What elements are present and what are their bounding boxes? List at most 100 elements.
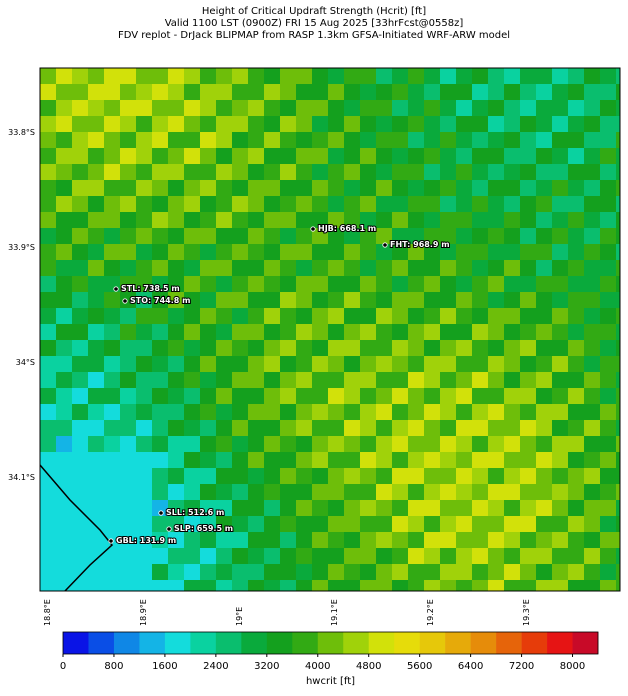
terrain-cell [344,308,360,324]
terrain-cell [376,468,392,484]
terrain-cell [264,276,280,292]
terrain-cell [136,164,152,180]
terrain-cell [328,308,344,324]
terrain-cell [584,68,600,84]
terrain-cell [344,276,360,292]
terrain-cell [392,436,408,452]
terrain-cell [296,148,312,164]
terrain-cell [248,532,264,548]
terrain-cell [56,420,72,436]
terrain-cell [392,132,408,148]
terrain-cell [424,372,440,388]
terrain-cell [248,420,264,436]
terrain-cell [312,436,328,452]
terrain-cell [360,468,376,484]
terrain-cell [136,436,152,452]
terrain-cell [104,164,120,180]
terrain-cell [328,292,344,308]
terrain-cell [488,308,504,324]
terrain-cell [328,532,344,548]
terrain-cell [56,308,72,324]
terrain-cell [488,260,504,276]
terrain-cell [120,196,136,212]
terrain-cell [40,260,56,276]
terrain-cell [232,308,248,324]
terrain-cell [104,500,120,516]
terrain-cell [248,388,264,404]
terrain-cell [72,180,88,196]
terrain-cell [232,196,248,212]
terrain-cell [296,436,312,452]
terrain-cell [488,580,504,591]
terrain-cell [264,244,280,260]
terrain-cell [216,100,232,116]
terrain-cell [136,132,152,148]
terrain-cell [312,292,328,308]
terrain-cell [424,148,440,164]
terrain-cell [136,532,152,548]
terrain-cell [376,260,392,276]
terrain-cell [616,308,620,324]
terrain-cell [504,452,520,468]
terrain-cell [424,340,440,356]
terrain-cell [504,164,520,180]
terrain-cell [104,244,120,260]
terrain-cell [248,580,264,591]
terrain-cell [488,68,504,84]
terrain-cell [424,324,440,340]
terrain-cell [232,532,248,548]
lon-label: 18.9°E [139,599,148,626]
terrain-cell [328,372,344,388]
terrain-cell [88,164,104,180]
terrain-cell [280,228,296,244]
terrain-cell [104,212,120,228]
terrain-cell [152,580,168,591]
terrain-cell [488,244,504,260]
terrain-cell [40,228,56,244]
terrain-cell [520,564,536,580]
terrain-cell [600,116,616,132]
terrain-cell [136,180,152,196]
terrain-cell [344,468,360,484]
terrain-cell [552,260,568,276]
terrain-cell [344,324,360,340]
terrain-cell [296,116,312,132]
terrain-cell [408,548,424,564]
terrain-cell [472,548,488,564]
terrain-cell [456,68,472,84]
terrain-cell [536,468,552,484]
terrain-cell [296,484,312,500]
terrain-cell [392,276,408,292]
colorbar-swatch [572,632,599,654]
terrain-cell [600,388,616,404]
terrain-cell [360,276,376,292]
terrain-cell [56,180,72,196]
station-label: SLP: 659.5 m [174,524,233,533]
terrain-cell [216,340,232,356]
terrain-cell [136,468,152,484]
terrain-cell [344,84,360,100]
terrain-cell [184,212,200,228]
terrain-cell [264,420,280,436]
terrain-cell [440,340,456,356]
terrain-cell [40,212,56,228]
terrain-cell [232,388,248,404]
terrain-cell [312,340,328,356]
terrain-cell [520,372,536,388]
terrain-cell [376,580,392,591]
terrain-cell [296,356,312,372]
terrain-cell [280,276,296,292]
terrain-cell [472,324,488,340]
terrain-cell [472,196,488,212]
terrain-cell [264,324,280,340]
terrain-cell [328,132,344,148]
terrain-cell [552,452,568,468]
terrain-cell [152,420,168,436]
terrain-cell [456,244,472,260]
terrain-cell [408,308,424,324]
terrain-cell [600,452,616,468]
terrain-cell [168,68,184,84]
terrain-cell [456,372,472,388]
terrain-cell [440,84,456,100]
terrain-cell [568,564,584,580]
